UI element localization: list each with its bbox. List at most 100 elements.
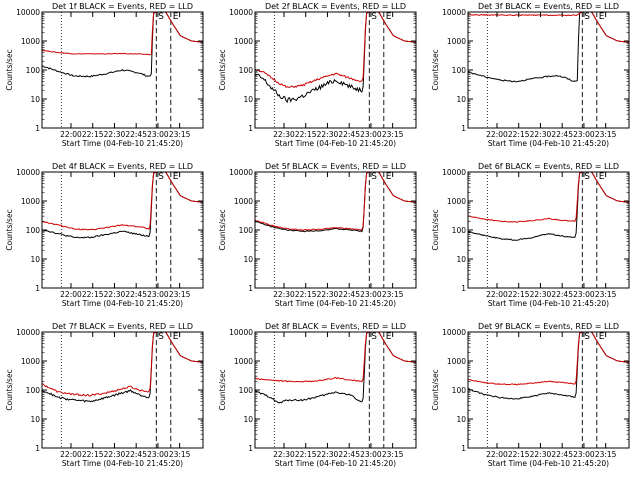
- x-tick-label: 22:00: [60, 290, 82, 299]
- y-tick-label: 1: [35, 124, 40, 133]
- x-tick-label: 22:30: [317, 290, 339, 299]
- y-tick-label: 10000: [16, 8, 40, 17]
- marker-label: S: [371, 172, 377, 182]
- y-tick-label: 1000: [447, 37, 466, 46]
- marker-label: E: [173, 332, 179, 342]
- series-line: [254, 331, 417, 404]
- chart-title: Det 6f BLACK = Events, RED = LLD: [478, 162, 619, 171]
- x-tick-label: 22:30: [317, 450, 339, 459]
- x-tick-label: 22:00: [486, 450, 508, 459]
- x-tick-label: 22:30: [530, 290, 552, 299]
- y-tick-label: 10000: [16, 328, 40, 337]
- x-tick-label: 22:00: [60, 450, 82, 459]
- y-tick-label: 1000: [234, 197, 253, 206]
- plot-frame: [467, 11, 630, 129]
- chart-title: Det 5f BLACK = Events, RED = LLD: [265, 162, 406, 171]
- series-line: [467, 171, 630, 223]
- series-line: [254, 171, 417, 233]
- x-tick-label: 22:30: [530, 130, 552, 139]
- x-tick-label: 23:15: [382, 290, 404, 299]
- marker-label: E: [386, 332, 392, 342]
- marker-label: E: [173, 172, 179, 182]
- marker-label: S: [158, 12, 164, 22]
- y-tick-label: 10: [456, 95, 466, 104]
- chart-title: Det 4f BLACK = Events, RED = LLD: [52, 162, 193, 171]
- y-tick-label: 1: [248, 444, 253, 453]
- chart-title: Det 9f BLACK = Events, RED = LLD: [478, 322, 619, 331]
- y-tick-label: 100: [239, 386, 254, 395]
- x-tick-label: 22:45: [551, 450, 573, 459]
- marker-label: S: [584, 172, 590, 182]
- x-axis-label: Start Time (04-Feb-10 21:45:20): [275, 299, 396, 308]
- x-tick-label: 22:45: [338, 290, 360, 299]
- y-tick-label: 1000: [21, 37, 40, 46]
- y-tick-label: 100: [452, 66, 467, 75]
- y-axis-label: Counts/sec: [5, 49, 14, 90]
- plot-frame: [467, 171, 630, 289]
- series-line: [467, 11, 630, 83]
- x-tick-label: 23:15: [595, 290, 617, 299]
- marker-label: S: [584, 332, 590, 342]
- y-tick-label: 100: [26, 386, 41, 395]
- y-tick-label: 100: [239, 226, 254, 235]
- y-tick-label: 100: [26, 66, 41, 75]
- marker-label: E: [599, 172, 605, 182]
- x-axis-label: Start Time (04-Feb-10 21:45:20): [62, 299, 183, 308]
- x-tick-label: 22:45: [338, 450, 360, 459]
- x-tick-label: 22:45: [338, 130, 360, 139]
- series-line: [467, 331, 630, 400]
- series-line: [41, 171, 204, 231]
- x-tick-label: 23:15: [169, 130, 191, 139]
- y-tick-label: 1: [35, 444, 40, 453]
- x-tick-label: 23:15: [595, 450, 617, 459]
- x-axis-label: Start Time (04-Feb-10 21:45:20): [488, 299, 609, 308]
- x-tick-label: 22:30: [273, 450, 295, 459]
- y-axis-label: Counts/sec: [218, 49, 227, 90]
- x-tick-label: 22:30: [104, 290, 126, 299]
- series-line: [467, 331, 630, 386]
- series-line: [254, 331, 417, 383]
- x-tick-label: 22:30: [317, 130, 339, 139]
- x-axis-label: Start Time (04-Feb-10 21:45:20): [488, 139, 609, 148]
- y-tick-label: 100: [26, 226, 41, 235]
- x-tick-label: 22:30: [273, 290, 295, 299]
- plot-frame: [41, 171, 204, 289]
- series-line: [254, 171, 417, 231]
- plot-frame: [254, 11, 417, 129]
- x-tick-label: 23:00: [147, 450, 169, 459]
- chart-title: Det 7f BLACK = Events, RED = LLD: [52, 322, 193, 331]
- y-axis-label: Counts/sec: [431, 49, 440, 90]
- x-tick-label: 23:15: [169, 450, 191, 459]
- y-axis-label: Counts/sec: [218, 369, 227, 410]
- x-tick-label: 22:15: [508, 130, 530, 139]
- x-tick-label: 22:30: [104, 130, 126, 139]
- y-axis-label: Counts/sec: [5, 369, 14, 410]
- x-tick-label: 22:00: [486, 130, 508, 139]
- y-tick-label: 1000: [234, 357, 253, 366]
- series-line: [467, 11, 630, 43]
- y-tick-label: 10000: [229, 8, 253, 17]
- x-tick-label: 22:15: [508, 290, 530, 299]
- x-tick-label: 22:15: [295, 130, 317, 139]
- y-tick-label: 1000: [21, 197, 40, 206]
- x-tick-label: 22:15: [82, 290, 104, 299]
- x-tick-label: 23:00: [360, 130, 382, 139]
- x-tick-label: 22:45: [125, 290, 147, 299]
- y-tick-label: 1: [248, 124, 253, 133]
- marker-label: S: [584, 12, 590, 22]
- y-axis-label: Counts/sec: [431, 209, 440, 250]
- marker-label: S: [371, 12, 377, 22]
- y-tick-label: 10000: [16, 168, 40, 177]
- x-axis-label: Start Time (04-Feb-10 21:45:20): [62, 459, 183, 468]
- y-tick-label: 10000: [229, 168, 253, 177]
- y-tick-label: 1: [35, 284, 40, 293]
- x-tick-label: 23:15: [382, 450, 404, 459]
- y-tick-label: 10: [243, 415, 253, 424]
- marker-label: S: [158, 332, 164, 342]
- x-tick-label: 22:15: [82, 130, 104, 139]
- chart-title: Det 1f BLACK = Events, RED = LLD: [52, 2, 193, 11]
